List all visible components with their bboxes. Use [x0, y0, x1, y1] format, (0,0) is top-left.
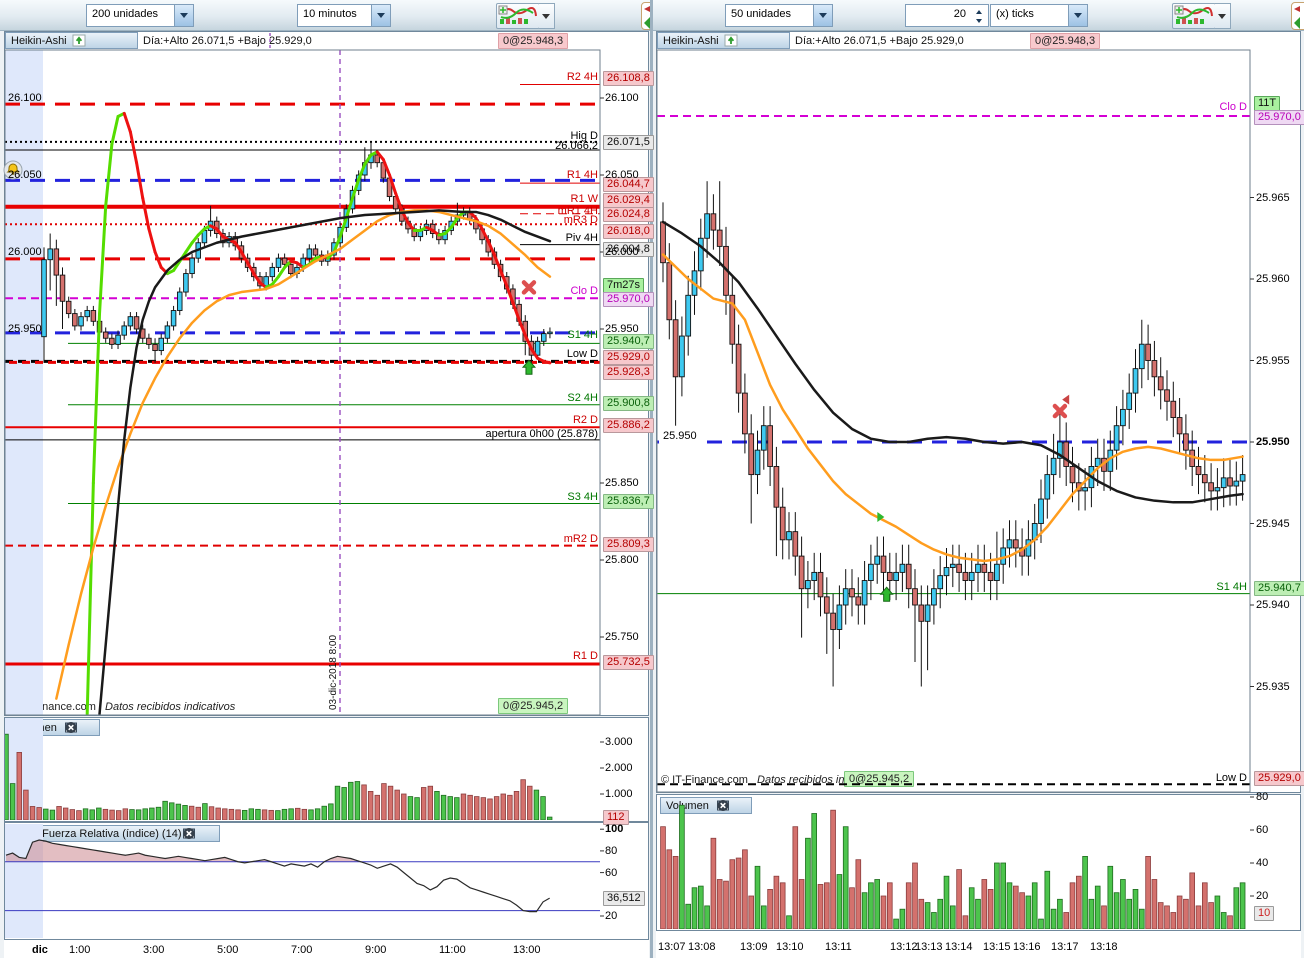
right-volume-panel: [656, 794, 1301, 931]
window-icon[interactable]: [724, 34, 738, 47]
chart-type-dropdown-right[interactable]: [1215, 3, 1231, 29]
bell-icon[interactable]: [724, 34, 738, 47]
chevron-down-icon[interactable]: [371, 5, 390, 26]
wrench-icon[interactable]: [72, 34, 86, 47]
close-icon[interactable]: [64, 721, 78, 734]
timeframe-select-left[interactable]: 10 minutos: [297, 4, 391, 27]
left-day-info: Día:+Alto 26.071,5 +Bajo 25.929,0: [143, 35, 312, 47]
left-volume-title: Volumen: [14, 722, 57, 734]
chevron-down-icon[interactable]: [1068, 5, 1087, 26]
chevron-down-icon[interactable]: [813, 5, 832, 26]
left-price-badge: 0@25.948,3: [498, 33, 569, 49]
copyright-text: © IT-Finance.com: [661, 774, 748, 786]
left-footer: © IT-Finance.com Datos recibidos indicat…: [9, 701, 235, 713]
right-day-info: Día:+Alto 26.071,5 +Bajo 25.929,0: [795, 35, 964, 47]
right-price-badge: 0@25.948,3: [1030, 33, 1101, 49]
right-toolbar: 50 unidades 20 (x) ticks: [652, 0, 1304, 31]
chart-type-button-right[interactable]: [1172, 3, 1216, 29]
right-volume-title: Volumen: [666, 800, 709, 812]
right-exec-badge: 0@25.945,2: [844, 771, 915, 787]
wrench-icon[interactable]: [182, 827, 196, 840]
wrench-icon[interactable]: [716, 799, 730, 812]
bell-icon[interactable]: [72, 34, 86, 47]
tick-mode-select[interactable]: (x) ticks: [990, 4, 1088, 27]
units-select-right-value: 50 unidades: [731, 8, 791, 20]
units-select-right[interactable]: 50 unidades: [725, 4, 833, 27]
arrow-up-icon[interactable]: [724, 34, 738, 47]
tick-mode-value: (x) ticks: [996, 8, 1034, 20]
close-icon[interactable]: [72, 34, 86, 47]
close-icon[interactable]: [182, 827, 196, 840]
wrench-icon[interactable]: [64, 721, 78, 734]
units-select-left[interactable]: 200 unidades: [86, 4, 194, 27]
copyright-text: © IT-Finance.com: [9, 701, 96, 713]
platform-logo-icon[interactable]: [1291, 2, 1304, 30]
right-chart-header: Heikin-Ashi: [657, 32, 790, 49]
spinner-up-icon[interactable]: [973, 5, 986, 14]
units-select-left-value: 200 unidades: [92, 8, 159, 20]
right-time-axis: [656, 931, 1301, 958]
close-icon[interactable]: [716, 799, 730, 812]
disclaimer-text: Datos recibidos indicativos: [105, 701, 236, 713]
chart-type-button-left[interactable]: [496, 3, 540, 29]
chart-type-dropdown-left[interactable]: [539, 3, 555, 29]
left-volume-header: Volumen: [8, 719, 100, 736]
right-price-panel: [656, 31, 1301, 793]
window-divider[interactable]: [650, 0, 653, 958]
window-icon[interactable]: [182, 827, 196, 840]
chart-type-icon: [498, 5, 537, 24]
arrow-down-icon[interactable]: [72, 34, 86, 47]
left-price-panel: [4, 31, 649, 716]
chevron-down-icon[interactable]: [174, 5, 193, 26]
right-volume-header: Volumen: [660, 797, 752, 814]
window-icon[interactable]: [64, 721, 78, 734]
window-icon[interactable]: [72, 34, 86, 47]
close-icon[interactable]: [724, 34, 738, 47]
left-rsi-header: RSI - Fuerza Relativa (índice) (14): [8, 825, 220, 842]
tick-count-spinner[interactable]: 20: [905, 4, 989, 27]
window-icon[interactable]: [716, 799, 730, 812]
left-toolbar: 200 unidades 10 minutos: [0, 0, 655, 31]
chart-type-icon: [1174, 5, 1213, 24]
left-exec-badge: 0@25.945,2: [498, 698, 569, 714]
timeframe-select-left-value: 10 minutos: [303, 8, 357, 20]
right-chart-title: Heikin-Ashi: [663, 35, 719, 47]
arrow-up-icon[interactable]: [72, 34, 86, 47]
left-time-axis: [4, 940, 649, 958]
left-chart-title: Heikin-Ashi: [11, 35, 67, 47]
left-chart-header: Heikin-Ashi: [5, 32, 138, 49]
spinner-down-icon[interactable]: [973, 15, 986, 24]
left-rsi-title: RSI - Fuerza Relativa (índice) (14): [14, 828, 182, 840]
left-volume-panel: [4, 717, 649, 822]
arrow-down-icon[interactable]: [724, 34, 738, 47]
tick-count-value: 20: [953, 8, 966, 20]
wrench-icon[interactable]: [724, 34, 738, 47]
